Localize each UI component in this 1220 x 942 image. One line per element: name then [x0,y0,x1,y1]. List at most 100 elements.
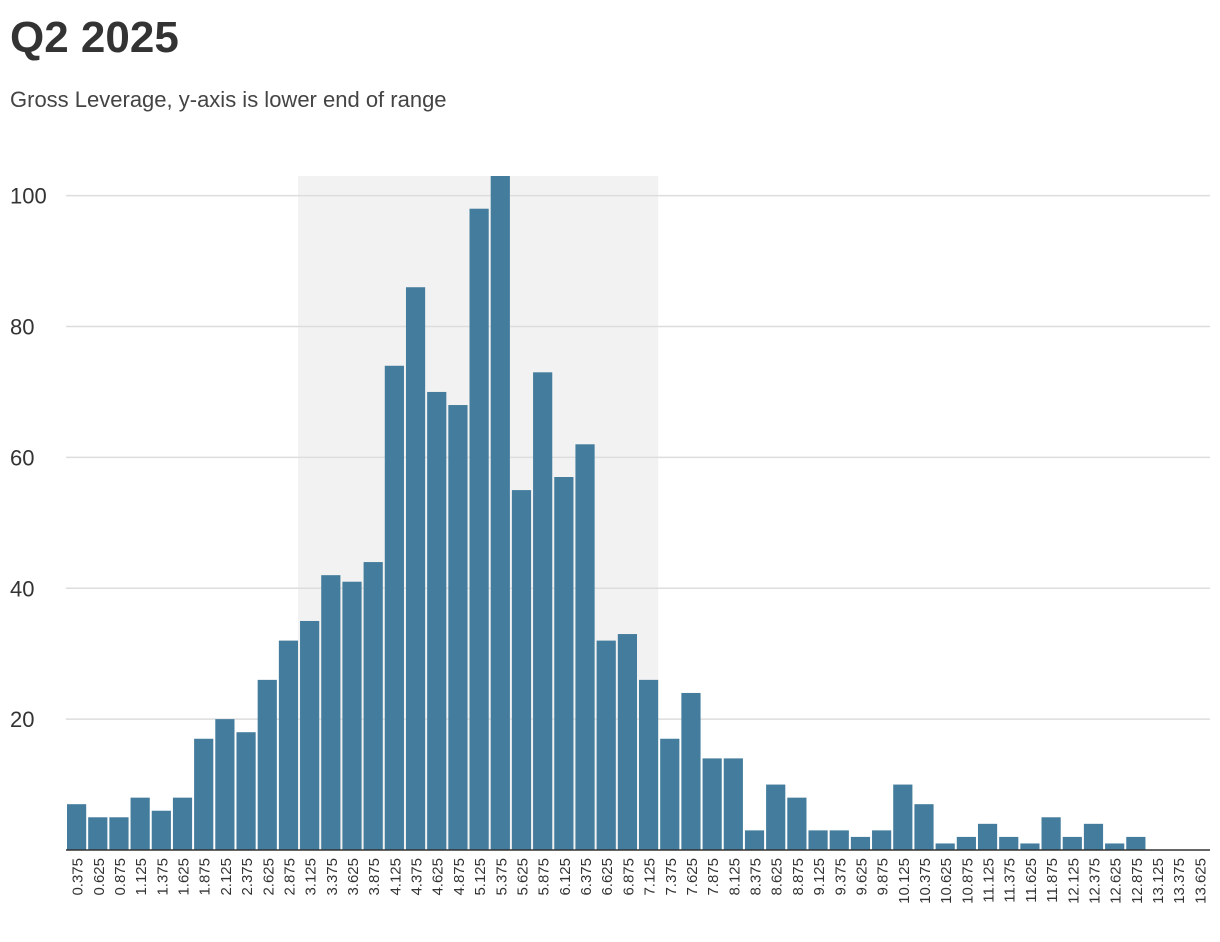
bar [278,640,299,850]
x-tick-label: 4.375 [409,858,426,896]
x-tick-label: 9.125 [811,858,828,896]
bar [723,758,743,850]
x-tick-label: 7.125 [642,858,659,896]
bar [469,208,489,850]
y-tick-label: 100 [10,184,47,209]
bar [172,797,193,850]
bar [893,784,913,850]
x-tick-label: 2.875 [281,858,298,896]
bar [427,391,447,850]
x-tick-label: 9.625 [853,858,870,896]
x-tick-label: 4.625 [430,858,447,896]
x-tick-label: 12.625 [1108,858,1125,904]
x-tick-label: 3.625 [345,858,362,896]
bar [914,804,934,850]
bar [617,634,637,850]
x-tick-label: 3.125 [303,858,320,896]
bar [639,679,659,850]
bar [554,477,574,850]
x-tick-label: 11.375 [1002,858,1019,903]
bar [1083,823,1104,850]
x-tick-label: 11.875 [1044,858,1061,903]
bar [999,836,1019,850]
bar [511,490,532,850]
x-tick-label: 1.375 [154,858,171,896]
x-tick-label: 3.375 [324,858,341,896]
bar [194,738,214,850]
bar [681,692,701,850]
x-tick-label: 10.625 [938,858,955,904]
bar [300,620,320,850]
x-tick-label: 8.625 [769,858,786,896]
bar [448,405,468,850]
x-tick-label: 7.625 [684,858,701,896]
x-tick-label: 5.375 [493,858,510,896]
x-tick-label: 0.875 [112,858,129,896]
x-tick-label: 1.875 [197,858,214,896]
bar [215,719,235,850]
bar [596,640,616,850]
bar [321,575,341,850]
x-tick-label: 10.125 [896,858,913,904]
x-tick-label: 4.125 [387,858,404,896]
bar [151,810,171,850]
x-tick-label: 12.875 [1129,858,1146,904]
x-tick-label: 12.125 [1065,858,1082,904]
bar [363,562,383,850]
x-tick-label: 1.125 [133,858,150,896]
y-tick-label: 60 [10,445,34,470]
bar [744,830,765,850]
x-tick-label: 9.375 [832,858,849,896]
x-tick-label: 5.125 [472,858,489,896]
x-tick-label: 0.375 [70,858,87,896]
x-tick-label: 10.375 [917,858,934,904]
bar [533,372,553,850]
x-tick-label: 1.625 [176,858,193,896]
bar [872,830,892,850]
bar [977,823,998,850]
y-tick-label: 20 [10,707,34,732]
x-tick-label: 2.625 [260,858,277,896]
bar [829,830,849,850]
bar [88,817,108,850]
bar [67,804,87,850]
x-tick-label: 0.625 [91,858,108,896]
bar [1105,843,1125,850]
bar [257,679,277,850]
x-tick-label: 7.875 [705,858,722,896]
x-tick-label: 5.625 [514,858,531,896]
x-tick-label: 13.125 [1150,858,1167,904]
bar [808,830,828,850]
bar [850,836,871,850]
x-tick-label: 7.375 [663,858,680,896]
y-tick-label: 80 [10,315,34,340]
x-tick-label: 5.875 [536,858,553,896]
x-tick-label: 11.125 [981,858,998,903]
bar [405,287,426,851]
bar [702,758,722,850]
x-tick-label: 2.125 [218,858,235,896]
bar [490,176,510,850]
x-tick-label: 8.375 [748,858,765,896]
bar [109,817,129,850]
bar [1062,836,1082,850]
chart-title: Q2 2025 [10,13,179,62]
chart-subtitle: Gross Leverage, y-axis is lower end of r… [10,87,447,112]
bar [660,738,680,850]
bar [956,836,976,850]
bar [935,843,955,850]
x-tick-label: 10.875 [959,858,976,904]
y-tick-label: 40 [10,576,34,601]
x-tick-label: 6.875 [620,858,637,896]
x-tick-label: 2.375 [239,858,256,896]
x-tick-label: 13.625 [1192,858,1209,904]
x-tick-label: 4.875 [451,858,468,896]
bar [1041,817,1061,850]
bar [384,365,404,850]
bar [766,784,786,850]
bar [1020,843,1040,850]
x-tick-label: 6.625 [599,858,616,896]
bar [236,732,256,850]
x-tick-label: 11.625 [1023,858,1040,903]
